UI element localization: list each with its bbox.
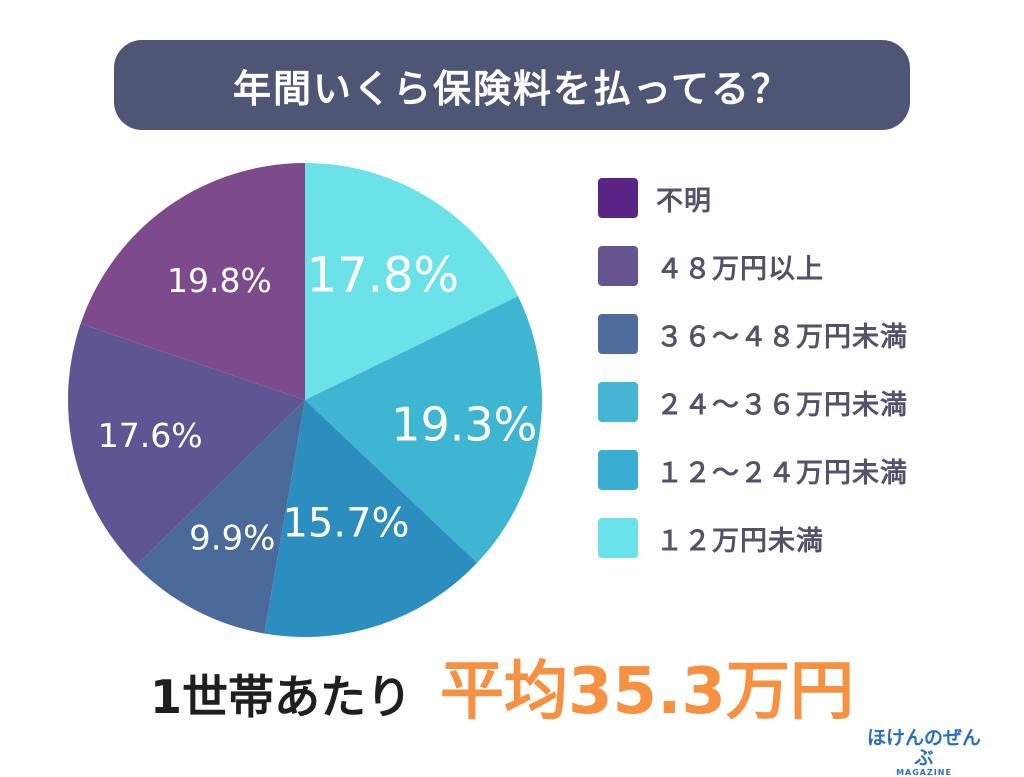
legend-item: １２万円未満 — [598, 515, 958, 561]
summary-average: 平均35.3万円 — [440, 655, 854, 729]
pie-slice-label-6: 19.8% — [167, 261, 272, 300]
legend-label: １２〜２４万円未満 — [656, 457, 908, 489]
legend-swatch — [598, 382, 638, 422]
legend-label: 不明 — [656, 185, 712, 217]
pie-slice-label-5: 17.6% — [98, 416, 203, 455]
pie-chart: 17.8% 19.3% 15.7%9.9% 17.6% 19.8% — [67, 163, 542, 637]
pie-slice-label-4: 9.9% — [189, 519, 275, 559]
pie-slice-3 — [264, 400, 478, 637]
pie-slice-label-3: 15.7% — [282, 501, 409, 547]
pie-slice-label-1: 17.8% — [307, 247, 459, 303]
legend-label: ４８万円以上 — [656, 253, 824, 285]
legend-item: ２４〜３６万円未満 — [598, 379, 958, 425]
legend-label: １２万円未満 — [656, 525, 824, 557]
legend-item: １２〜２４万円未満 — [598, 447, 958, 493]
summary-line: 1世帯あたり 平均35.3万円 — [150, 640, 854, 740]
chart-legend: 不明 ４８万円以上 ３６〜４８万円未満 ２４〜３６万円未満 １２〜２４万円未満 １２万円未… — [598, 175, 958, 583]
legend-swatch — [598, 314, 638, 354]
legend-item: ３６〜４８万円未満 — [598, 311, 958, 357]
legend-swatch — [598, 450, 638, 490]
pie-slice-6 — [80, 163, 305, 400]
pie-slice-1 — [305, 163, 519, 400]
chart-title: 年間いくら保険料を払ってる？ — [232, 66, 792, 111]
legend-swatch — [598, 518, 638, 558]
brand-sub: MAGAZINE — [896, 768, 952, 777]
legend-swatch — [598, 178, 638, 218]
pie-slice-4 — [135, 400, 305, 634]
brand-logo: ほけんのぜんぶ MAGAZINE — [858, 728, 990, 777]
legend-label: ２４〜３６万円未満 — [656, 389, 908, 421]
pie-slice-label-2: 19.3% — [391, 397, 537, 451]
pie-slice-5 — [67, 323, 305, 567]
legend-item: 不明 — [598, 175, 958, 221]
pie-slice-2 — [305, 296, 542, 563]
brand-name: ほけんのぜんぶ — [866, 727, 981, 769]
summary-prefix: 1世帯あたり — [150, 670, 413, 724]
legend-label: ３６〜４８万円未満 — [656, 321, 908, 353]
legend-item: ４８万円以上 — [598, 243, 958, 289]
title-banner: 年間いくら保険料を払ってる？ — [114, 40, 910, 130]
legend-swatch — [598, 246, 638, 286]
